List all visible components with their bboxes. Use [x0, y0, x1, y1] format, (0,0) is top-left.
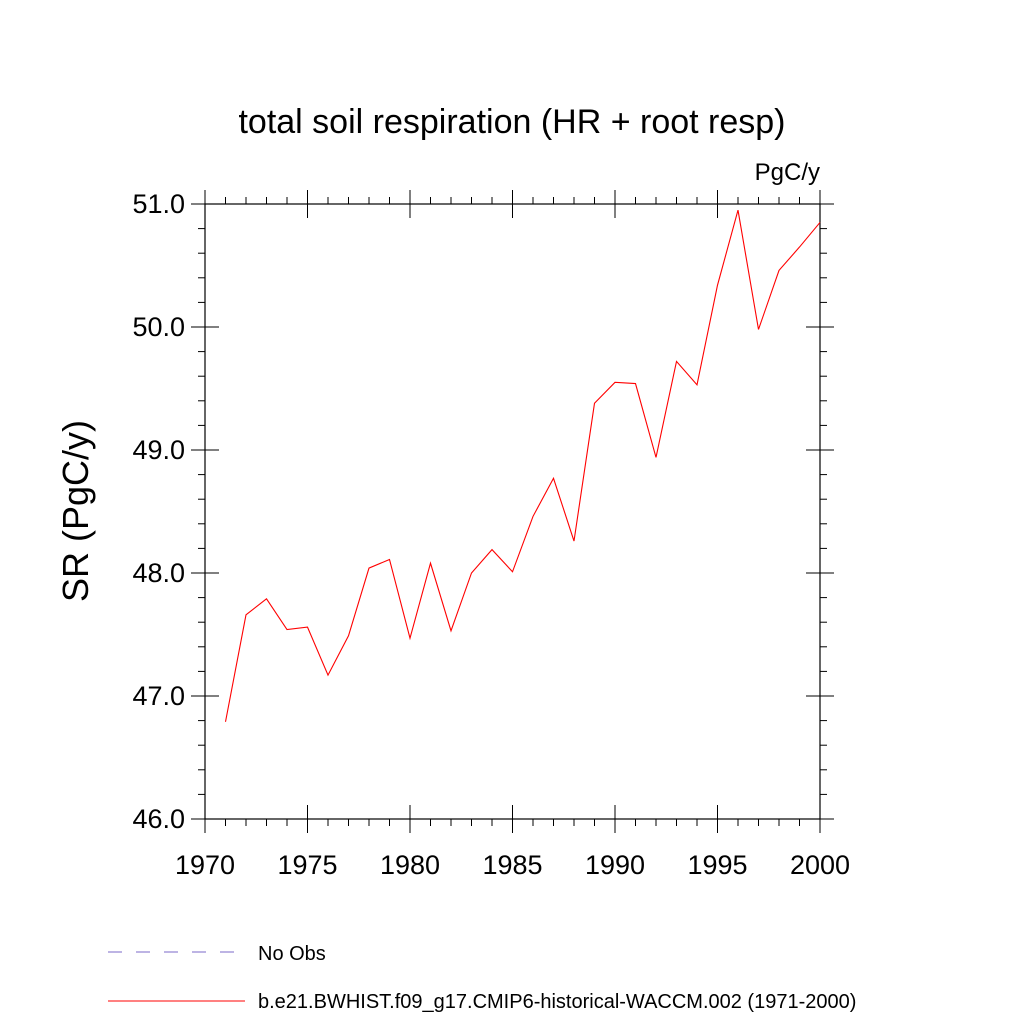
x-tick-label: 1990	[585, 850, 645, 880]
x-tick-label: 1985	[482, 850, 542, 880]
legend-label-model: b.e21.BWHIST.f09_g17.CMIP6-historical-WA…	[258, 991, 856, 1013]
y-tick-label: 48.0	[132, 558, 185, 588]
chart-title: total soil respiration (HR + root resp)	[238, 103, 785, 141]
x-tick-label: 2000	[790, 850, 850, 880]
y-tick-label: 51.0	[132, 189, 185, 219]
y-tick-label: 46.0	[132, 804, 185, 834]
x-tick-label: 1995	[687, 850, 747, 880]
y-tick-label: 49.0	[132, 435, 185, 465]
x-tick-label: 1975	[277, 850, 337, 880]
y-tick-label: 50.0	[132, 312, 185, 342]
plot-frame	[204, 203, 821, 820]
legend-label-no-obs: No Obs	[258, 943, 326, 965]
units-label: PgC/y	[755, 159, 820, 186]
x-tick-label: 1970	[175, 850, 235, 880]
axes-layer: 1970 1975 1980 1985 1990 1995 2000 46.0 47.0 48.0…	[132, 189, 850, 880]
x-tick-label: 1980	[380, 850, 440, 880]
legend: No Obs b.e21.BWHIST.f09_g17.CMIP6-histori…	[108, 943, 856, 1013]
y-tick-label: 47.0	[132, 681, 185, 711]
series-line	[224, 210, 821, 722]
plot-layer	[224, 210, 821, 722]
y-axis-label: SR (PgC/y)	[55, 420, 96, 602]
